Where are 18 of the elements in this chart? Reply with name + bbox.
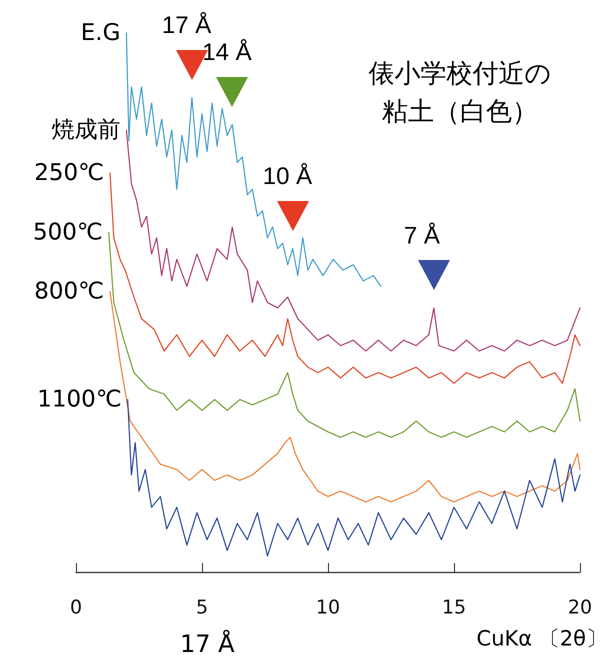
x-tick-label: 0 bbox=[70, 596, 82, 618]
annotation: 14 Å bbox=[202, 39, 252, 66]
x-tick-label: 20 bbox=[568, 596, 592, 618]
series-label: E.G bbox=[80, 20, 120, 46]
text: 俵小学校付近の粘土（白色） bbox=[368, 59, 552, 127]
x-tick-label: 10 bbox=[316, 596, 340, 618]
text: 17 Å bbox=[180, 629, 236, 658]
series-label: 1100℃ bbox=[37, 386, 122, 413]
annotation: 17 Å bbox=[162, 12, 212, 40]
series-label: 250℃ bbox=[34, 160, 104, 186]
series-label: 800℃ bbox=[34, 278, 104, 305]
x-axis-title: CuKα 〔2θ〕 bbox=[476, 626, 608, 650]
series-label: 500℃ bbox=[33, 219, 103, 246]
annotation: 10 Å bbox=[262, 163, 312, 190]
annotation: 7 Å bbox=[404, 222, 440, 250]
series-label: 焼成前 bbox=[51, 117, 120, 144]
x-tick-label: 5 bbox=[196, 596, 208, 618]
x-tick-label: 15 bbox=[442, 596, 466, 618]
